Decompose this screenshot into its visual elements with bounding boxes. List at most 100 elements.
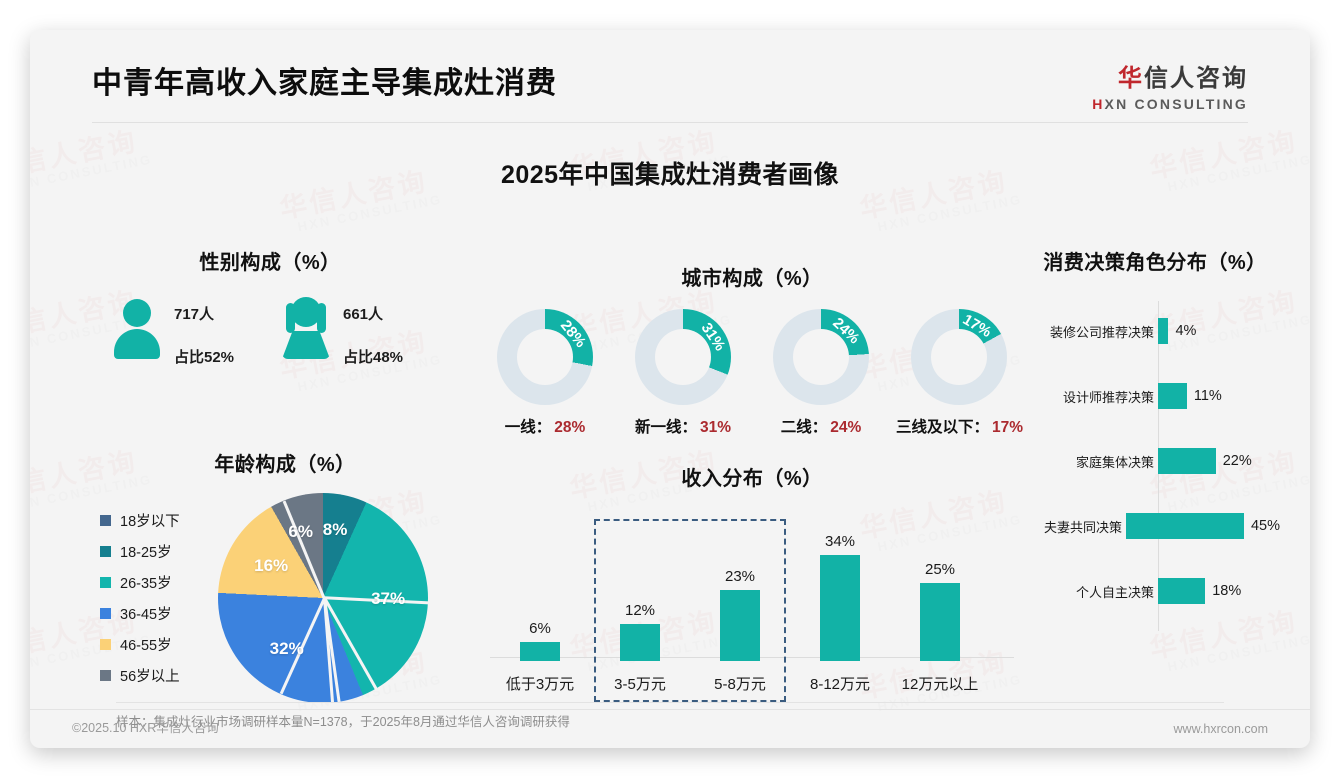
donut-caption-name: 二线： <box>780 419 828 436</box>
pie-slice-label: 6% <box>288 522 313 542</box>
note-divider <box>116 702 1224 703</box>
income-bar-value: 6% <box>529 620 551 638</box>
gender-female-text: 661人 占比48% <box>343 297 403 367</box>
decision-bar-value: 22% <box>1222 453 1252 469</box>
gender-male-count: 717人 <box>174 306 215 323</box>
donut-hole <box>517 329 573 385</box>
logo-chinese-rest: 信人咨询 <box>1144 65 1248 92</box>
age-pie-chart: 8% 37% 32% 16% 6% <box>218 493 430 703</box>
legend-label: 26-35岁 <box>120 576 172 592</box>
city-donut-cell: 28% 一线： 28% <box>482 309 608 437</box>
pie-slice-label: 16% <box>254 556 289 576</box>
decision-bar <box>1158 383 1187 409</box>
gender-male-share: 占比52% <box>174 349 235 366</box>
donut-chart: 28% <box>497 309 593 405</box>
gender-section: 性别构成（%） 717人 占比52% 661人 占比48% <box>90 246 450 367</box>
decision-bar-row: 夫妻共同决策 45% <box>1030 513 1280 539</box>
legend-swatch <box>100 670 111 681</box>
pie-slice-label: 8% <box>322 519 348 539</box>
header-divider <box>92 122 1248 123</box>
income-bar-column: 25% 12万元以上 <box>890 534 990 694</box>
donut-caption-value: 28% <box>554 419 586 436</box>
city-section-title: 城市构成（%） <box>681 268 823 290</box>
donut-caption-value: 24% <box>830 419 862 436</box>
legend-swatch <box>100 515 111 526</box>
decision-bar-value: 4% <box>1175 323 1197 339</box>
decision-bar-label: 设计师推荐决策 <box>1062 389 1154 405</box>
income-bar-category: 3-5万元 <box>614 676 666 693</box>
slide-header: 中青年高收入家庭主导集成灶消费 华信人咨询 HXN CONSULTING <box>30 30 1310 123</box>
age-legend-item: 56岁以上 <box>100 660 208 691</box>
city-section: 城市构成（%） 28% 一线： 28% 31% 新一线： 31% 24% 二线： 24% 17% 三… <box>482 262 1024 437</box>
copyright-text: ©2025.10 HXR华信人咨询 <box>72 721 219 735</box>
income-bar-category: 8-12万元 <box>809 676 871 693</box>
donut-chart: 31% <box>635 309 731 405</box>
legend-swatch <box>100 608 111 619</box>
income-bar-value: 25% <box>924 561 956 579</box>
income-bar-column: 12% 3-5万元 <box>590 575 690 694</box>
decision-bar-row: 个人自主决策 18% <box>1030 578 1280 604</box>
income-bar-category: 低于3万元 <box>505 676 575 693</box>
income-bar <box>920 583 960 661</box>
legend-swatch <box>100 546 111 557</box>
sample-note: 样本：集成灶行业市场调研样本量N=1378，于2025年8月通过华信人咨询调研获… <box>116 715 570 729</box>
legend-label: 18岁以下 <box>120 514 180 530</box>
decision-bar-chart: 装修公司推荐决策 4% 设计师推荐决策 11% 家庭集体决策 22% 夫妻共同决策 45% 个人… <box>1030 301 1280 631</box>
decision-bar-row: 装修公司推荐决策 4% <box>1030 318 1280 344</box>
decision-bar-value: 18% <box>1212 583 1242 599</box>
decision-bar-value: 45% <box>1250 518 1280 534</box>
age-legend-item: 18-25岁 <box>100 536 208 567</box>
city-donut-cell: 17% 三线及以下： 17% <box>896 309 1024 437</box>
age-legend-item: 26-35岁 <box>100 567 208 598</box>
age-legend-item: 36-45岁 <box>100 598 208 629</box>
income-bar-chart: 6% 低于3万元 12% 3-5万元 23% 5-8万元 34% 8-12万元 25% 12万元以… <box>482 509 1022 702</box>
decision-section-title: 消费决策角色分布（%） <box>1043 252 1267 274</box>
gender-female-count: 661人 <box>343 306 384 323</box>
decision-bar <box>1158 318 1169 344</box>
pie-slice-label: 37% <box>371 589 406 609</box>
donut-chart: 24% <box>773 309 869 405</box>
male-avatar-icon <box>112 297 162 359</box>
donut-caption: 新一线： 31% <box>620 415 746 437</box>
age-legend: 18岁以下 18-25岁 26-35岁 36-45岁 46-55岁 56岁以上 <box>90 493 208 703</box>
income-bar-category: 12万元以上 <box>901 676 979 693</box>
income-bar <box>720 589 760 661</box>
income-bar-column: 6% 低于3万元 <box>490 593 590 694</box>
footer-divider <box>30 709 1310 710</box>
donut-hole <box>655 329 711 385</box>
income-bar <box>820 555 860 661</box>
donut-hole <box>931 329 987 385</box>
legend-swatch <box>100 639 111 650</box>
income-bar <box>520 642 560 661</box>
income-bar-column: 23% 5-8万元 <box>690 541 790 694</box>
age-section: 年龄构成（%） 18岁以下 18-25岁 26-35岁 36-45岁 46-55岁 56岁… <box>90 448 480 703</box>
decision-bar-label: 装修公司推荐决策 <box>1049 324 1154 340</box>
donut-caption-name: 三线及以下： <box>896 419 990 436</box>
gender-female-share: 占比48% <box>343 349 404 366</box>
income-section: 收入分布（%） 6% 低于3万元 12% 3-5万元 23% 5-8万元 34% 8-12万元… <box>482 462 1022 702</box>
donut-caption: 二线： 24% <box>758 415 884 437</box>
main-chart-title: 2025年中国集成灶消费者画像 <box>500 161 840 189</box>
legend-swatch <box>100 577 111 588</box>
decision-bar-row: 设计师推荐决策 11% <box>1030 383 1280 409</box>
gender-section-title: 性别构成（%） <box>199 252 341 274</box>
gender-male-text: 717人 占比52% <box>174 297 234 367</box>
legend-label: 36-45岁 <box>120 607 172 623</box>
logo-english-accent: H <box>1092 96 1105 112</box>
website-text: www.hxrcon.com <box>1173 722 1268 736</box>
legend-label: 18-25岁 <box>120 545 172 561</box>
age-chart-body: 18岁以下 18-25岁 26-35岁 36-45岁 46-55岁 56岁以上 8% 37%… <box>90 493 480 703</box>
decision-bar <box>1158 448 1216 474</box>
donut-caption-value: 17% <box>992 419 1024 436</box>
decision-bar <box>1158 578 1206 604</box>
legend-label: 46-55岁 <box>120 638 172 654</box>
decision-bar-label: 夫妻共同决策 <box>1043 519 1122 535</box>
gender-item-female: 661人 占比48% <box>281 297 450 367</box>
age-legend-item: 18岁以下 <box>100 505 208 536</box>
decision-section: 消费决策角色分布（%） 装修公司推荐决策 4% 设计师推荐决策 11% 家庭集体决策 22… <box>1030 246 1280 631</box>
donut-hole <box>793 329 849 385</box>
decision-bar-label: 家庭集体决策 <box>1075 454 1154 470</box>
logo-chinese: 华信人咨询 <box>1092 58 1248 93</box>
decision-bar <box>1125 513 1244 539</box>
city-donut-cell: 31% 新一线： 31% <box>620 309 746 437</box>
